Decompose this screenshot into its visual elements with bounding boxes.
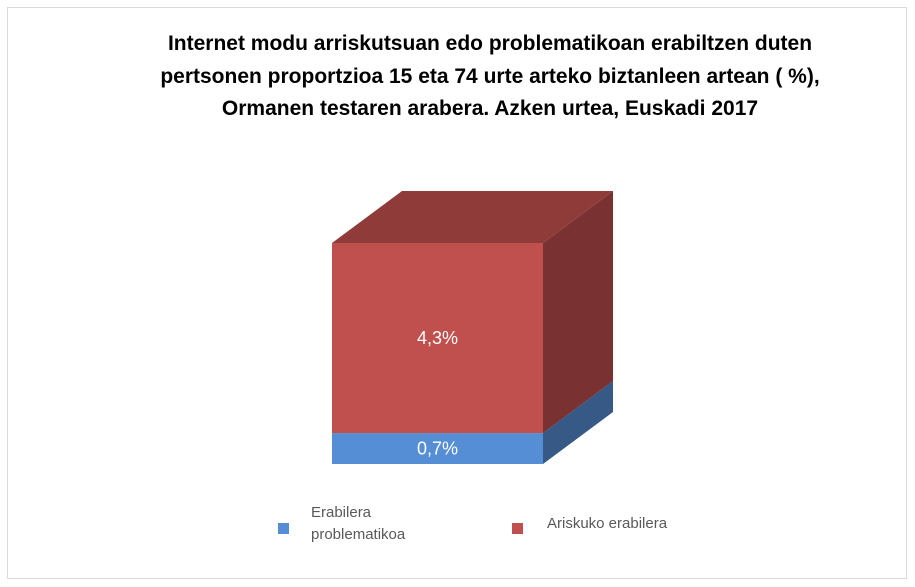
- bar-top: [332, 191, 613, 243]
- bar-side: [543, 191, 613, 434]
- bar-front: [332, 243, 543, 434]
- legend-swatch: [278, 523, 289, 534]
- bar-front: [332, 433, 543, 464]
- data-label: 0,7%: [417, 438, 458, 458]
- legend-swatch: [512, 523, 523, 534]
- legend-label: Ariskuko erabilera: [547, 515, 668, 532]
- chart-title: Internet modu arriskutsuan edo problemat…: [160, 32, 820, 120]
- legend-label: Erabilera problematikoa: [311, 504, 406, 543]
- chart-frame: [7, 7, 907, 579]
- data-label: 4,3%: [417, 328, 458, 348]
- bar-side: [543, 381, 613, 464]
